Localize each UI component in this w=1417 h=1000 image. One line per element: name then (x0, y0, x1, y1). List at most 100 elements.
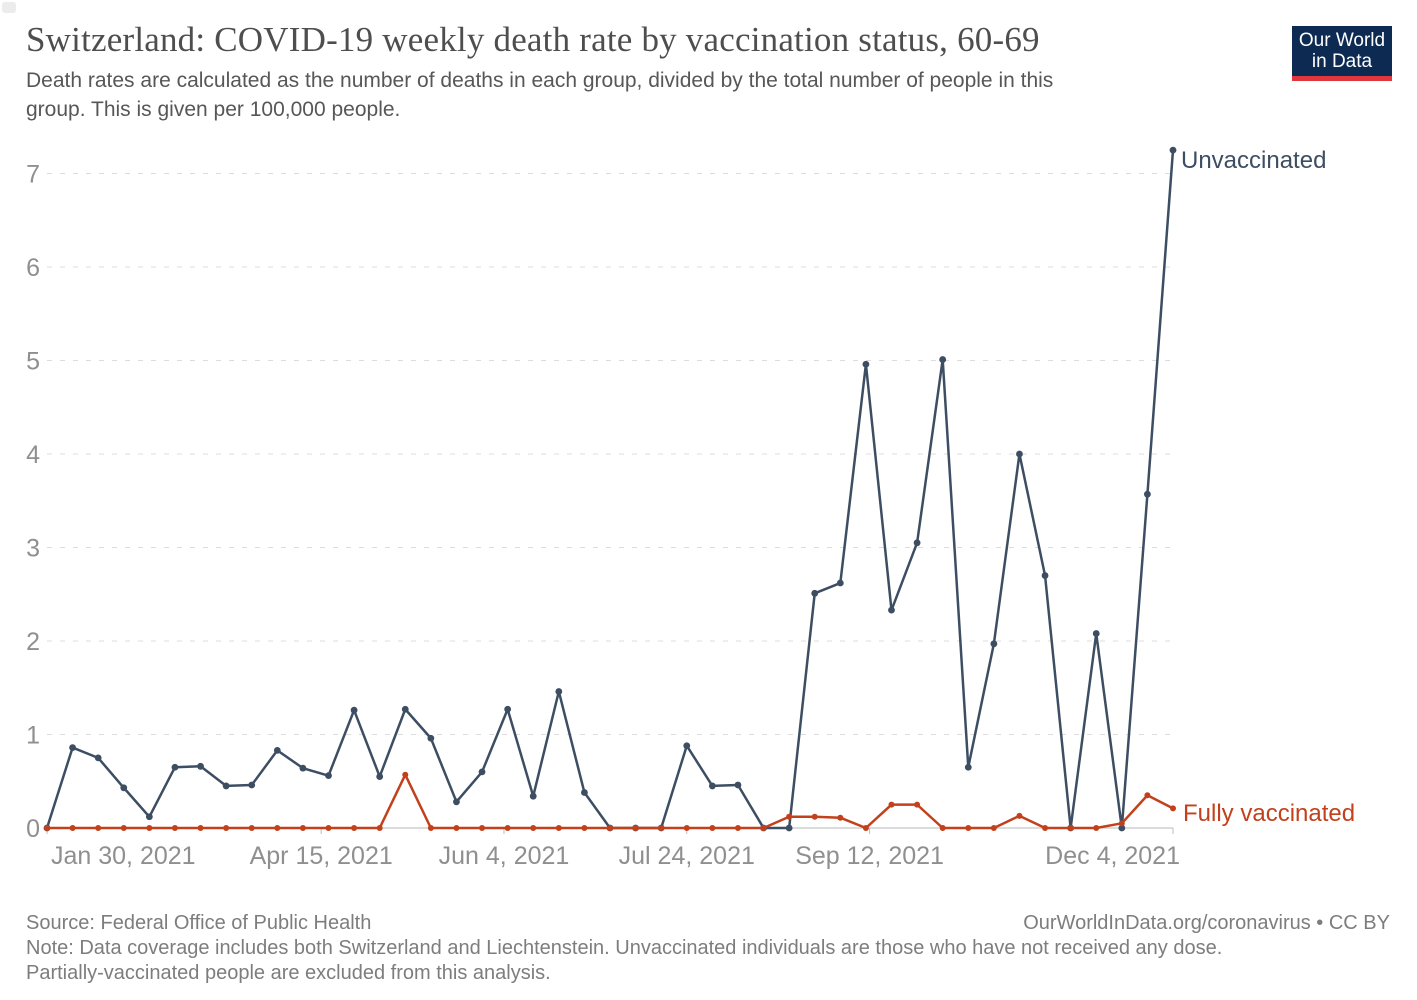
owid-logo-box: Our World in Data (1292, 26, 1392, 76)
data-point-marker (734, 781, 742, 789)
data-point-marker (453, 798, 460, 806)
data-point-marker (836, 579, 844, 587)
attribution: OurWorldInData.org/coronavirus • CC BY (1023, 912, 1390, 934)
series-line-unvaccinated (45, 148, 1175, 830)
data-point-marker (1041, 572, 1049, 579)
x-tick-label: Jan 30, 2021 (51, 842, 196, 870)
data-point-marker (299, 764, 307, 772)
owid-logo: Our World in Data (1292, 26, 1392, 81)
data-point-marker (581, 789, 588, 796)
data-point-marker (683, 742, 691, 750)
series-label-fully-vaccinated: Fully vaccinated (1183, 800, 1356, 827)
data-point-marker (1118, 824, 1126, 832)
data-point-marker (1170, 805, 1176, 812)
data-point-marker (248, 781, 256, 789)
data-point-marker (965, 825, 972, 831)
data-point-marker (785, 824, 793, 832)
data-point-marker (299, 825, 306, 831)
data-point-marker (274, 825, 281, 831)
data-point-marker (120, 784, 128, 792)
data-point-marker (401, 705, 409, 713)
data-point-marker (1042, 825, 1049, 831)
data-point-marker (1067, 825, 1074, 831)
data-point-marker (1093, 825, 1100, 831)
data-point-marker (709, 825, 716, 831)
data-point-marker (171, 825, 178, 831)
data-point-marker (529, 792, 537, 800)
data-point-marker (504, 825, 511, 831)
x-tick-label: Jun 4, 2021 (439, 842, 570, 870)
data-point-marker (708, 782, 716, 790)
owid-logo-line1: Our World (1298, 30, 1386, 51)
x-tick-label: Jul 24, 2021 (619, 842, 755, 870)
data-point-marker (171, 763, 179, 771)
data-point-marker (888, 801, 895, 808)
chart-subtitle: Death rates are calculated as the number… (26, 66, 1053, 124)
page-title: Switzerland: COVID-19 weekly death rate … (26, 20, 1040, 59)
y-tick-label: 3 (26, 535, 40, 563)
y-tick-label: 1 (26, 722, 40, 750)
data-point-marker (69, 744, 76, 751)
data-point-marker (837, 814, 844, 821)
data-point-marker (376, 773, 384, 780)
data-point-marker (146, 825, 153, 831)
data-point-marker (504, 705, 512, 713)
x-tick-label: Sep 12, 2021 (795, 842, 944, 870)
data-point-marker (786, 813, 793, 820)
data-point-marker (555, 688, 563, 695)
chart-subtitle-line1: Death rates are calculated as the number… (26, 69, 1054, 92)
data-point-marker (964, 763, 972, 771)
data-point-marker (862, 360, 870, 368)
data-point-marker (913, 539, 921, 547)
data-point-marker (581, 825, 588, 831)
data-point-marker (811, 813, 818, 820)
data-point-marker (811, 589, 819, 597)
y-tick-label: 2 (26, 628, 40, 656)
data-point-marker (1144, 490, 1151, 498)
y-tick-label: 0 (26, 815, 40, 843)
data-point-marker (325, 825, 332, 831)
data-point-marker (734, 825, 741, 831)
data-point-marker (939, 356, 947, 363)
data-point-marker (376, 825, 383, 831)
data-point-marker (1016, 812, 1023, 819)
owid-logo-red-bar (1292, 76, 1392, 81)
data-point-marker (145, 813, 153, 821)
data-point-marker (555, 825, 562, 831)
y-tick-label: 7 (26, 161, 40, 189)
data-point-marker (95, 825, 102, 831)
data-point-marker (120, 825, 127, 831)
footnote-line2: Partially-vaccinated people are excluded… (26, 962, 551, 984)
data-point-marker (607, 825, 613, 831)
data-point-marker (222, 782, 230, 790)
data-point-marker (990, 825, 997, 831)
chart-footer: Source: Federal Office of Public Health … (26, 911, 1222, 986)
data-point-marker (351, 825, 358, 831)
owid-logo-line2: in Data (1311, 51, 1373, 72)
x-tick-label: Dec 4, 2021 (1045, 842, 1180, 870)
footnote-line1: Note: Data coverage includes both Switze… (26, 937, 1223, 959)
data-point-marker (1118, 820, 1125, 827)
data-point-marker (1144, 792, 1151, 799)
data-point-marker (402, 771, 409, 778)
data-point-marker (632, 825, 639, 831)
data-point-marker (197, 825, 204, 831)
data-point-marker (1016, 450, 1023, 458)
data-point-marker (1169, 146, 1177, 154)
data-point-marker (94, 754, 102, 762)
screenshot-corner-artifact (2, 2, 16, 13)
data-point-marker (658, 825, 665, 831)
data-point-marker (478, 768, 486, 776)
data-point-marker (223, 825, 230, 831)
data-point-marker (683, 825, 690, 831)
data-point-marker (453, 825, 460, 831)
chart-subtitle-line2: group. This is given per 100,000 people. (26, 98, 401, 121)
data-point-marker (939, 825, 946, 831)
data-point-marker (990, 640, 998, 648)
data-point-marker (479, 825, 486, 831)
data-point-marker (914, 801, 921, 808)
y-tick-label: 5 (26, 348, 40, 376)
data-point-marker (273, 746, 281, 754)
